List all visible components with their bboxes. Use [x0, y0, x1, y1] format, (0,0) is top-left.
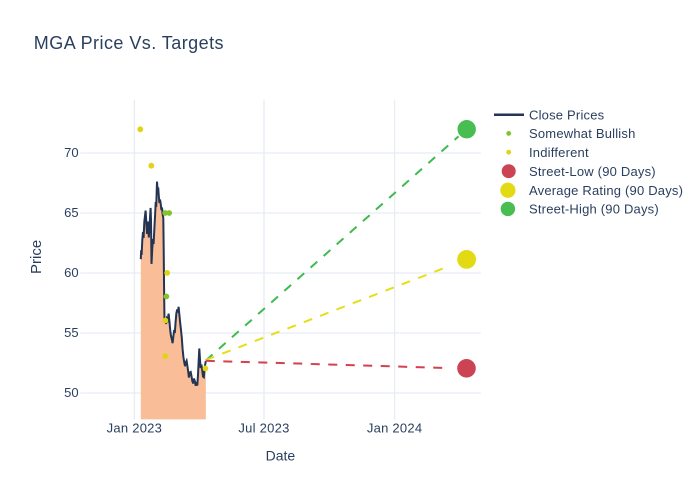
svg-text:Street-Low (90 Days): Street-Low (90 Days): [529, 164, 656, 179]
svg-text:Street-High (90 Days): Street-High (90 Days): [529, 202, 659, 217]
svg-text:Price: Price: [28, 240, 45, 274]
svg-text:65: 65: [64, 205, 78, 220]
svg-text:55: 55: [64, 325, 78, 340]
svg-text:Jan 2023: Jan 2023: [107, 421, 163, 436]
svg-text:Average Rating (90 Days): Average Rating (90 Days): [529, 183, 683, 198]
svg-text:70: 70: [64, 145, 78, 160]
svg-text:Close Prices: Close Prices: [529, 107, 605, 122]
svg-text:Jul 2023: Jul 2023: [238, 421, 289, 436]
svg-text:Date: Date: [266, 448, 296, 464]
svg-text:Somewhat Bullish: Somewhat Bullish: [529, 126, 636, 141]
svg-text:MGA Price Vs. Targets: MGA Price Vs. Targets: [34, 33, 224, 53]
svg-text:Jan 2024: Jan 2024: [367, 421, 423, 436]
svg-text:50: 50: [64, 385, 78, 400]
svg-text:Indifferent: Indifferent: [529, 145, 589, 160]
svg-text:60: 60: [64, 265, 78, 280]
